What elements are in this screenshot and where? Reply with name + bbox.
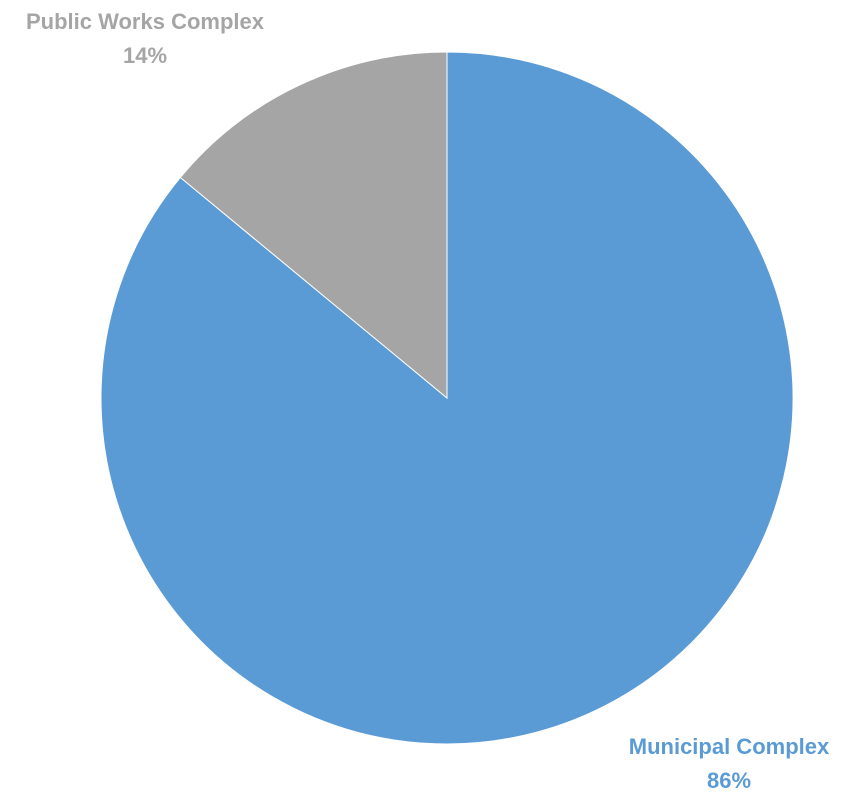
slice-label-public-works-name: Public Works Complex [26, 9, 265, 34]
slice-label-municipal-percent: 86% [707, 768, 751, 793]
pie-slice-public-works-complex [179, 51, 448, 400]
slice-label-public-works-percent: 14% [123, 43, 167, 68]
slice-label-municipal-name: Municipal Complex [629, 734, 830, 759]
pie-slices [100, 51, 794, 745]
